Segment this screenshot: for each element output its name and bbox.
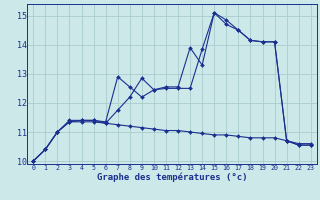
X-axis label: Graphe des températures (°c): Graphe des températures (°c) (97, 172, 247, 182)
